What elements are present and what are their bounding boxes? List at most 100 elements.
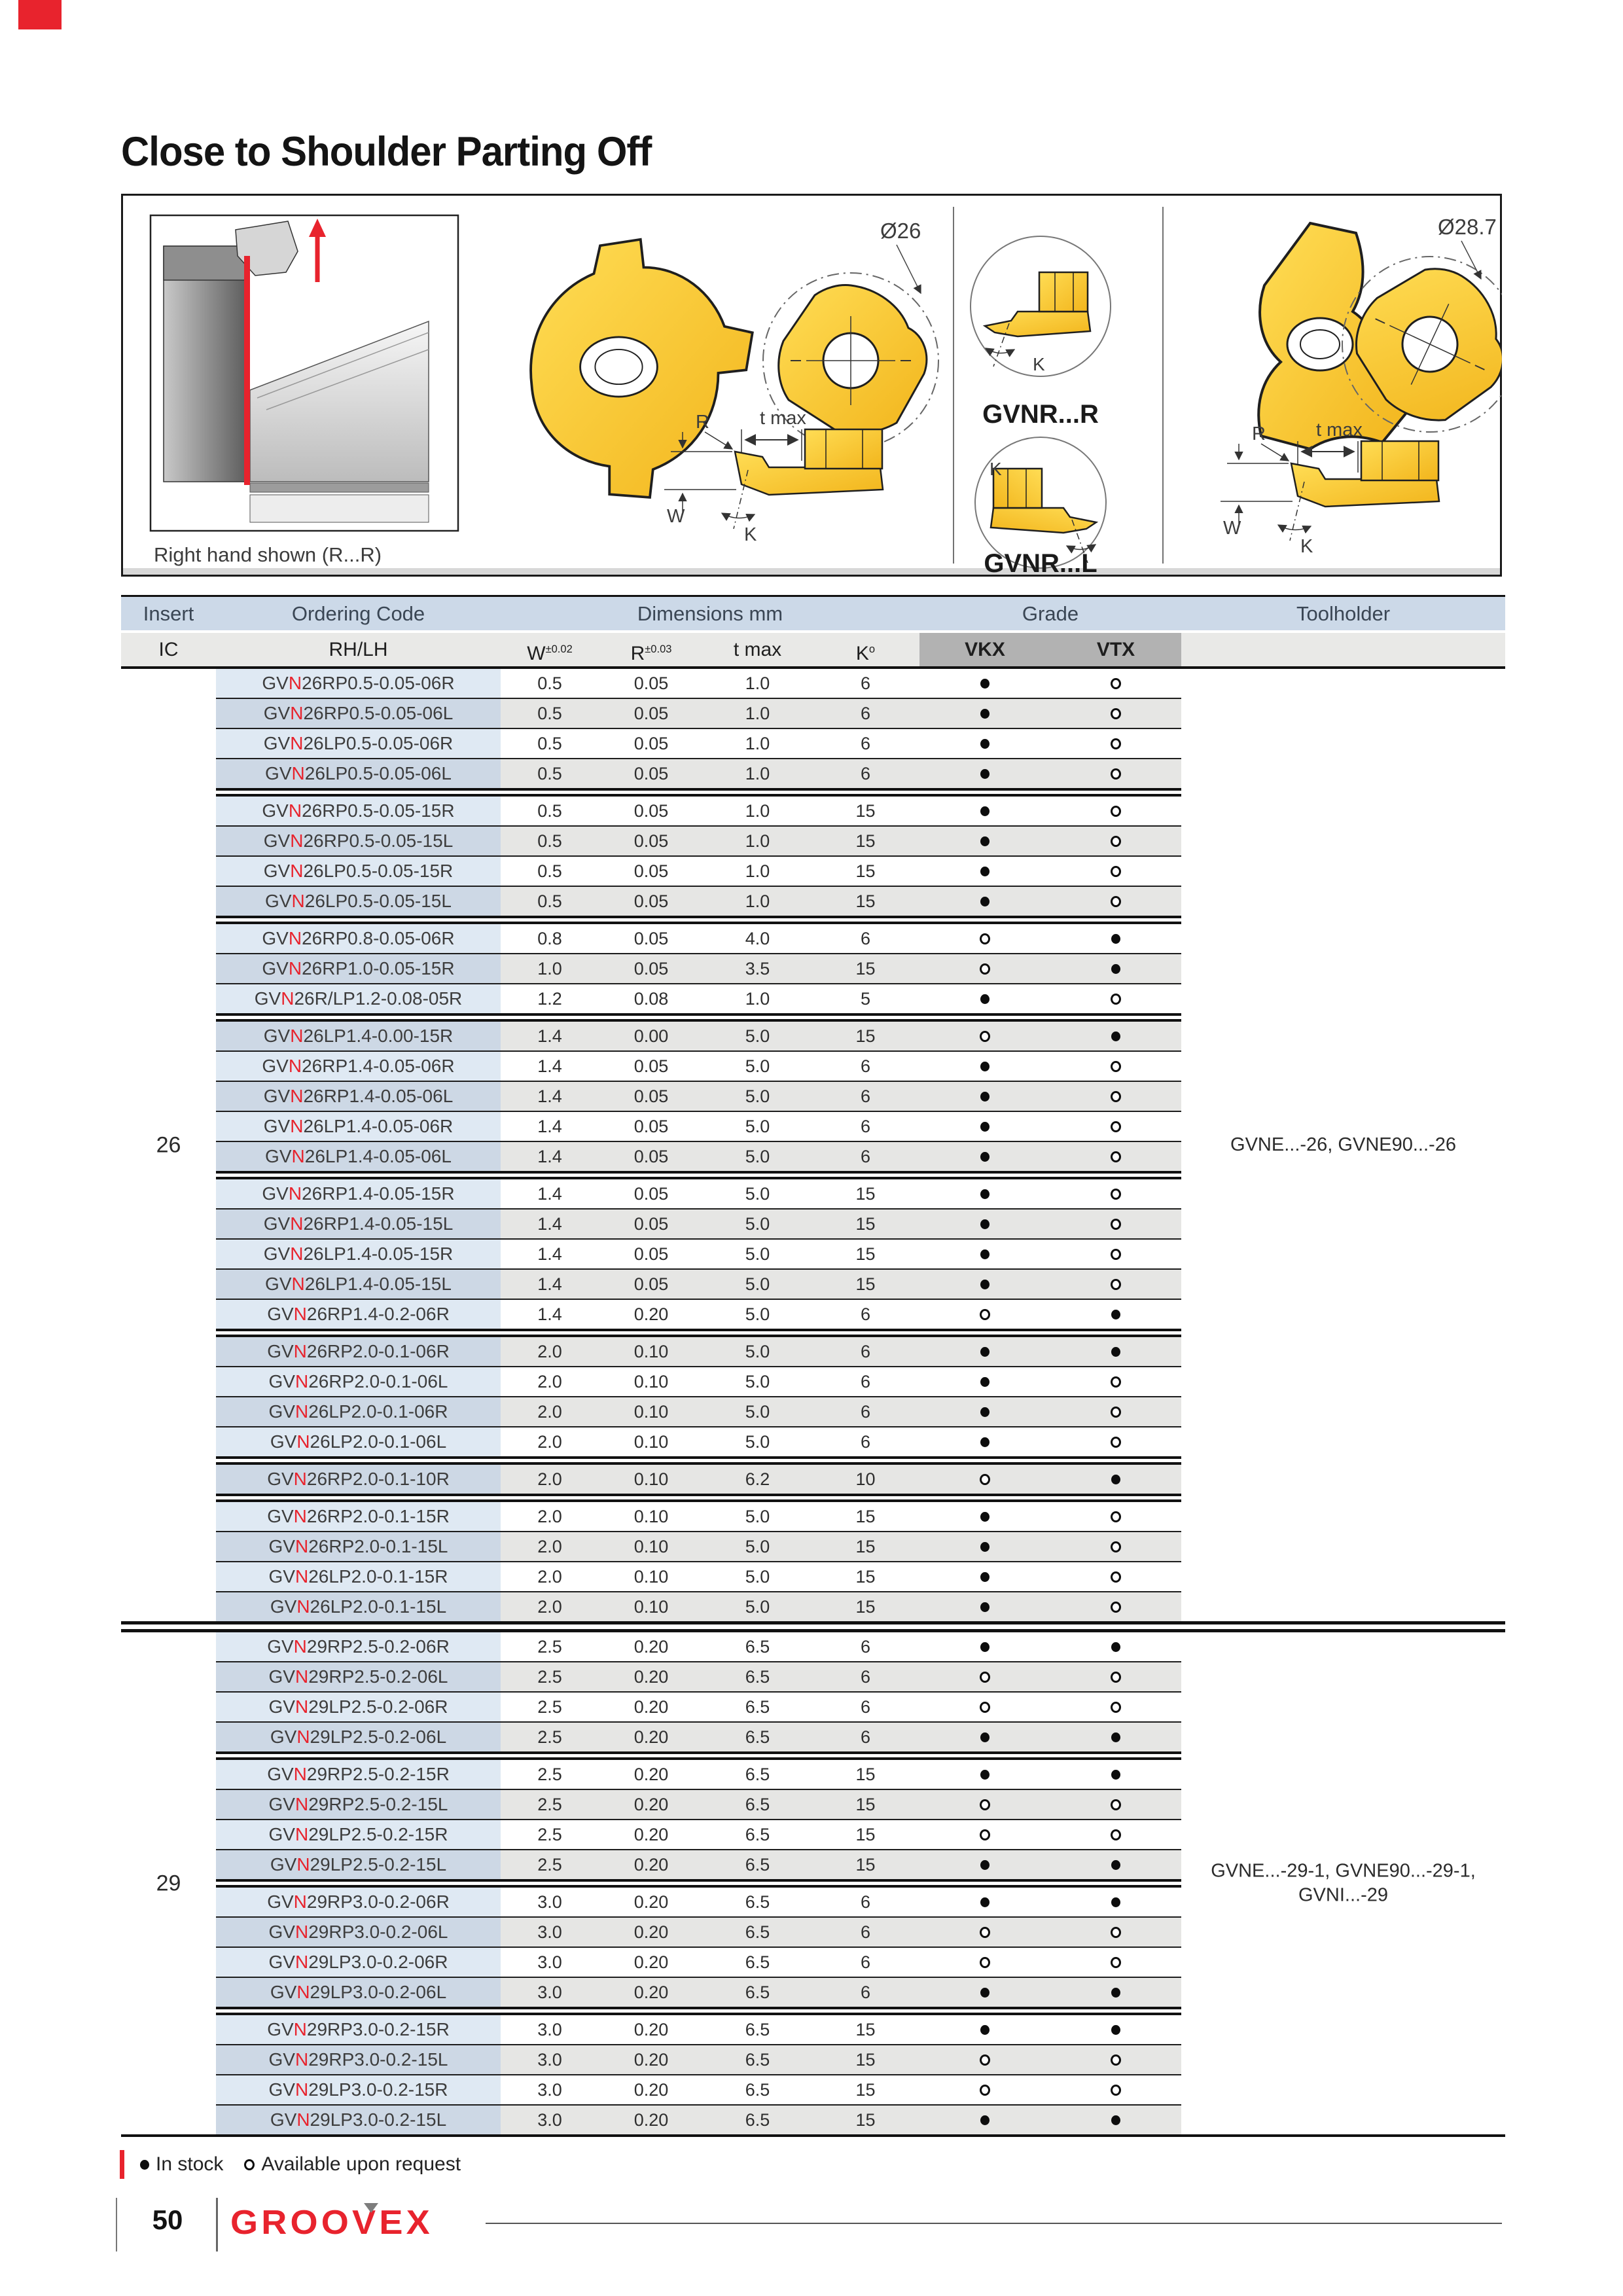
row-separator (216, 1238, 1181, 1240)
w-value: 2.5 (537, 1764, 562, 1784)
vkx-availability (919, 729, 1050, 758)
vtx-availability (1050, 1300, 1181, 1329)
vtx-availability (1050, 1502, 1181, 1531)
table-row: GV N 26LP0.5-0.05-15R 0.5 0.05 1.0 15 (121, 857, 1505, 886)
w-value: 3.0 (537, 1922, 562, 1942)
insert-size-value: 26 (156, 1132, 181, 1157)
table-row: GV N 26R/LP1.2-0.08-05R 1.2 0.08 1.0 5 (121, 984, 1505, 1013)
brand-triangle-icon (364, 2203, 378, 2213)
vkx-availability (919, 1022, 1050, 1050)
r-value: 0.05 (633, 1213, 669, 1234)
w-value: 0.5 (537, 703, 562, 723)
r-value: 0.08 (633, 988, 669, 1009)
vkx-availability (919, 1592, 1050, 1621)
ordering-code-cell: GV N 26R/LP1.2-0.08-05R (216, 984, 501, 1013)
row-separator (216, 1141, 1181, 1142)
row-separator (216, 1819, 1181, 1820)
vtx-availability (1050, 1052, 1181, 1081)
row-separator (216, 1208, 1181, 1210)
r-value: 0.20 (633, 2109, 669, 2130)
ordering-code-cell: GV N 29LP3.0-0.2-15L (216, 2106, 501, 2134)
ordering-code-cell: GV N 29LP2.5-0.2-06L (216, 1723, 501, 1751)
vkx-availability (919, 924, 1050, 953)
w-value: 2.0 (537, 1596, 562, 1617)
vtx-availability (1050, 1918, 1181, 1946)
r-value: 0.05 (633, 891, 669, 911)
tmax-value: 1.0 (745, 703, 770, 723)
row-separator (216, 1849, 1181, 1850)
ordering-code-cell: GV N 29RP2.5-0.2-06R (216, 1632, 501, 1661)
tmax-value: 6.5 (745, 1794, 770, 1814)
table-row: GV N 29RP2.5-0.2-15L 2.5 0.20 6.5 15 (121, 1790, 1505, 1819)
r-value: 0.05 (633, 703, 669, 723)
vtx-availability (1050, 857, 1181, 886)
w-value: 0.5 (537, 763, 562, 783)
toolholder-value: GVNE...-26, GVNE90...-26 (1230, 1134, 1456, 1155)
tmax-value: 5.0 (745, 1506, 770, 1526)
table-row: GV N 26RP0.5-0.05-06L 0.5 0.05 1.0 6 (121, 699, 1505, 728)
k-value: 15 (855, 1596, 876, 1617)
page-title: Close to Shoulder Parting Off (121, 129, 652, 175)
ordering-code-cell: GV N 29RP2.5-0.2-15R (216, 1760, 501, 1789)
r-value: 0.20 (633, 1636, 669, 1657)
r-value: 0.05 (633, 1116, 669, 1136)
group-separator (216, 1171, 1181, 1179)
ordering-code-cell: GV N 26RP0.5-0.05-15R (216, 797, 501, 825)
row-separator (216, 1426, 1181, 1427)
r-value: 0.10 (633, 1566, 669, 1587)
footer-rule (486, 2223, 1502, 2224)
vtx-availability (1050, 1978, 1181, 2007)
ordering-code-cell: GV N 26LP0.5-0.05-06R (216, 729, 501, 758)
ordering-code-cell: GV N 29RP3.0-0.2-06L (216, 1918, 501, 1946)
col-tmax: t max (733, 639, 782, 660)
vtx-availability (1050, 887, 1181, 916)
table-body: 26 GV N 26RP0.5-0.05-06R 0.5 0.05 1.0 6 GV N 26RP0… (121, 669, 1505, 2137)
r-value: 0.20 (633, 1764, 669, 1784)
w-value: 3.0 (537, 1982, 562, 2002)
vkx-availability (919, 1948, 1050, 1977)
vtx-availability (1050, 984, 1181, 1013)
feed-direction-arrow-icon (309, 219, 326, 237)
on-request-dot-icon (244, 2159, 255, 2170)
k-value: 15 (855, 831, 876, 851)
row-separator (216, 1661, 1181, 1662)
tmax-value: 5.0 (745, 1213, 770, 1234)
k-value: 6 (860, 733, 871, 753)
vtx-availability (1050, 1022, 1181, 1050)
r-value: 0.20 (633, 1982, 669, 2002)
in-stock-label: In stock (156, 2153, 224, 2175)
ordering-code-cell: GV N 29LP3.0-0.2-06L (216, 1978, 501, 2007)
r-value: 0.05 (633, 763, 669, 783)
vtx-availability (1050, 2106, 1181, 2134)
tmax-value: 5.0 (745, 1116, 770, 1136)
tmax-value: 1.0 (745, 988, 770, 1009)
vkx-availability (919, 1662, 1050, 1691)
k-value: 15 (855, 1274, 876, 1294)
k-value: 6 (860, 1341, 871, 1361)
vtx-availability (1050, 1367, 1181, 1396)
vkx-availability (919, 827, 1050, 855)
ordering-code-cell: GV N 29LP3.0-0.2-06R (216, 1948, 501, 1977)
right-hand-note: Right hand shown (R...R) (154, 543, 382, 566)
table-row: GV N 26LP2.0-0.1-15R 2.0 0.10 5.0 15 (121, 1562, 1505, 1591)
vtx-availability (1050, 1632, 1181, 1661)
row-separator (216, 855, 1181, 857)
group-separator (216, 1329, 1181, 1337)
vtx-availability (1050, 1723, 1181, 1751)
r-value: 0.20 (633, 1854, 669, 1874)
table-row: GV N 26LP2.0-0.1-06L 2.0 0.10 5.0 6 (121, 1427, 1505, 1456)
w-value: 2.5 (537, 1794, 562, 1814)
row-separator (216, 825, 1181, 827)
vtx-availability (1050, 1427, 1181, 1456)
table-row: GV N 26LP0.5-0.05-15L 0.5 0.05 1.0 15 (121, 887, 1505, 916)
w-value: 0.5 (537, 673, 562, 693)
k-value: 6 (860, 1116, 871, 1136)
k-value: 15 (855, 1854, 876, 1874)
vkx-availability (919, 2015, 1050, 2044)
tmax-value: 6.5 (745, 1696, 770, 1717)
col-rhlh: RH/LH (329, 639, 388, 660)
r-value: 0.05 (633, 958, 669, 978)
table-row: GV N 26RP1.0-0.05-15R 1.0 0.05 3.5 15 (121, 954, 1505, 983)
vkx-availability (919, 1052, 1050, 1081)
table-row: GV N 29LP3.0-0.2-06L 3.0 0.20 6.5 6 (121, 1978, 1505, 2007)
